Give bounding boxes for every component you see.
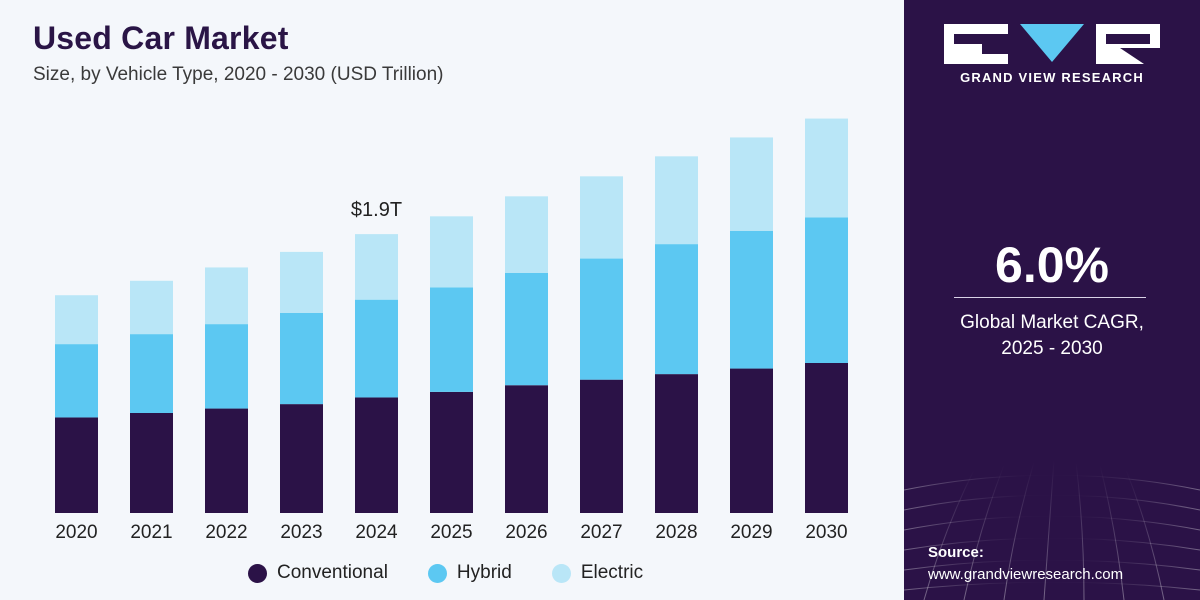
legend-item-conventional: Conventional [248,562,388,584]
bar-hybrid-2030 [805,217,848,363]
bar-hybrid-2028 [655,244,698,375]
x-tick-label: 2029 [730,522,772,543]
legend-swatch [248,563,267,583]
bar-electric-2024 [355,234,398,300]
bar-hybrid-2029 [730,230,773,369]
chart-legend: Conventional Hybrid Electric [248,562,683,584]
legend-swatch [427,563,447,583]
bar-hybrid-2024 [355,299,398,398]
bar-conventional-2026 [505,385,548,513]
legend-swatch [551,563,571,583]
grid-background-graphic [904,459,1200,600]
bar-electric-2022 [205,267,248,325]
bar-electric-2020 [55,295,98,345]
bar-conventional-2024 [355,397,398,513]
chart-title: Used Car Market [33,20,289,56]
bar-conventional-2023 [280,404,323,513]
source-link[interactable]: www.grandviewresearch.com [928,566,1124,583]
bar-conventional-2025 [430,391,473,513]
bar-conventional-2030 [805,363,848,513]
cagr-divider [954,297,1146,298]
bar-conventional-2027 [580,379,623,513]
data-label-annotation: $1.9T [351,199,402,221]
bar-conventional-2021 [130,413,173,513]
bar-conventional-2020 [55,417,98,513]
bar-conventional-2028 [655,374,698,513]
x-tick-label: 2028 [655,522,697,543]
chart-panel: Used Car Market Size, by Vehicle Type, 2… [33,20,848,584]
bar-electric-2026 [505,196,548,273]
bar-hybrid-2026 [505,273,548,386]
bar-electric-2025 [430,216,473,288]
bar-hybrid-2022 [205,324,248,409]
x-tick-label: 2027 [580,522,622,543]
x-tick-label: 2023 [280,522,322,543]
legend-label: Electric [580,562,644,583]
bar-electric-2027 [580,176,623,259]
brand-name: GRAND VIEW RESEARCH [960,70,1144,85]
legend-label: Conventional [277,562,388,583]
legend-item-hybrid: Hybrid [427,562,512,584]
cagr-label: Global Market CAGR, 2025 - 2030 [904,310,1200,362]
bar-hybrid-2027 [580,258,623,380]
cagr-value: 6.0% [995,237,1109,293]
bar-electric-2021 [130,280,173,335]
bar-conventional-2022 [205,408,248,513]
bar-electric-2028 [655,156,698,245]
bar-hybrid-2021 [130,334,173,413]
legend-label: Hybrid [456,562,512,583]
bar-electric-2029 [730,137,773,231]
legend-item-electric: Electric [551,562,644,584]
x-tick-label: 2030 [805,522,847,543]
stacked-bar-chart: 2020 2021 2022 2023 2024 $1.9T 2025 2026 2027 202… [55,118,848,543]
gvr-logo-icon [944,24,1160,64]
bar-conventional-2029 [730,368,773,513]
cagr-label-line1: Global Market CAGR, [960,312,1144,333]
sidebar: GRAND VIEW RESEARCH 6.0% Global Market C… [904,0,1200,600]
bar-electric-2030 [805,118,848,218]
x-tick-label: 2022 [205,522,247,543]
chart-subtitle: Size, by Vehicle Type, 2020 - 2030 (USD … [33,64,444,85]
bar-hybrid-2025 [430,287,473,392]
x-tick-label: 2020 [55,522,97,543]
x-tick-label: 2021 [130,522,172,543]
bar-hybrid-2023 [280,313,323,405]
x-tick-label: 2024 [355,522,398,543]
bar-electric-2023 [280,251,323,313]
x-tick-label: 2026 [505,522,547,543]
source-title: Source: [928,544,984,561]
bar-hybrid-2020 [55,344,98,418]
x-tick-label: 2025 [430,522,472,543]
cagr-label-line2: 2025 - 2030 [1001,338,1103,359]
